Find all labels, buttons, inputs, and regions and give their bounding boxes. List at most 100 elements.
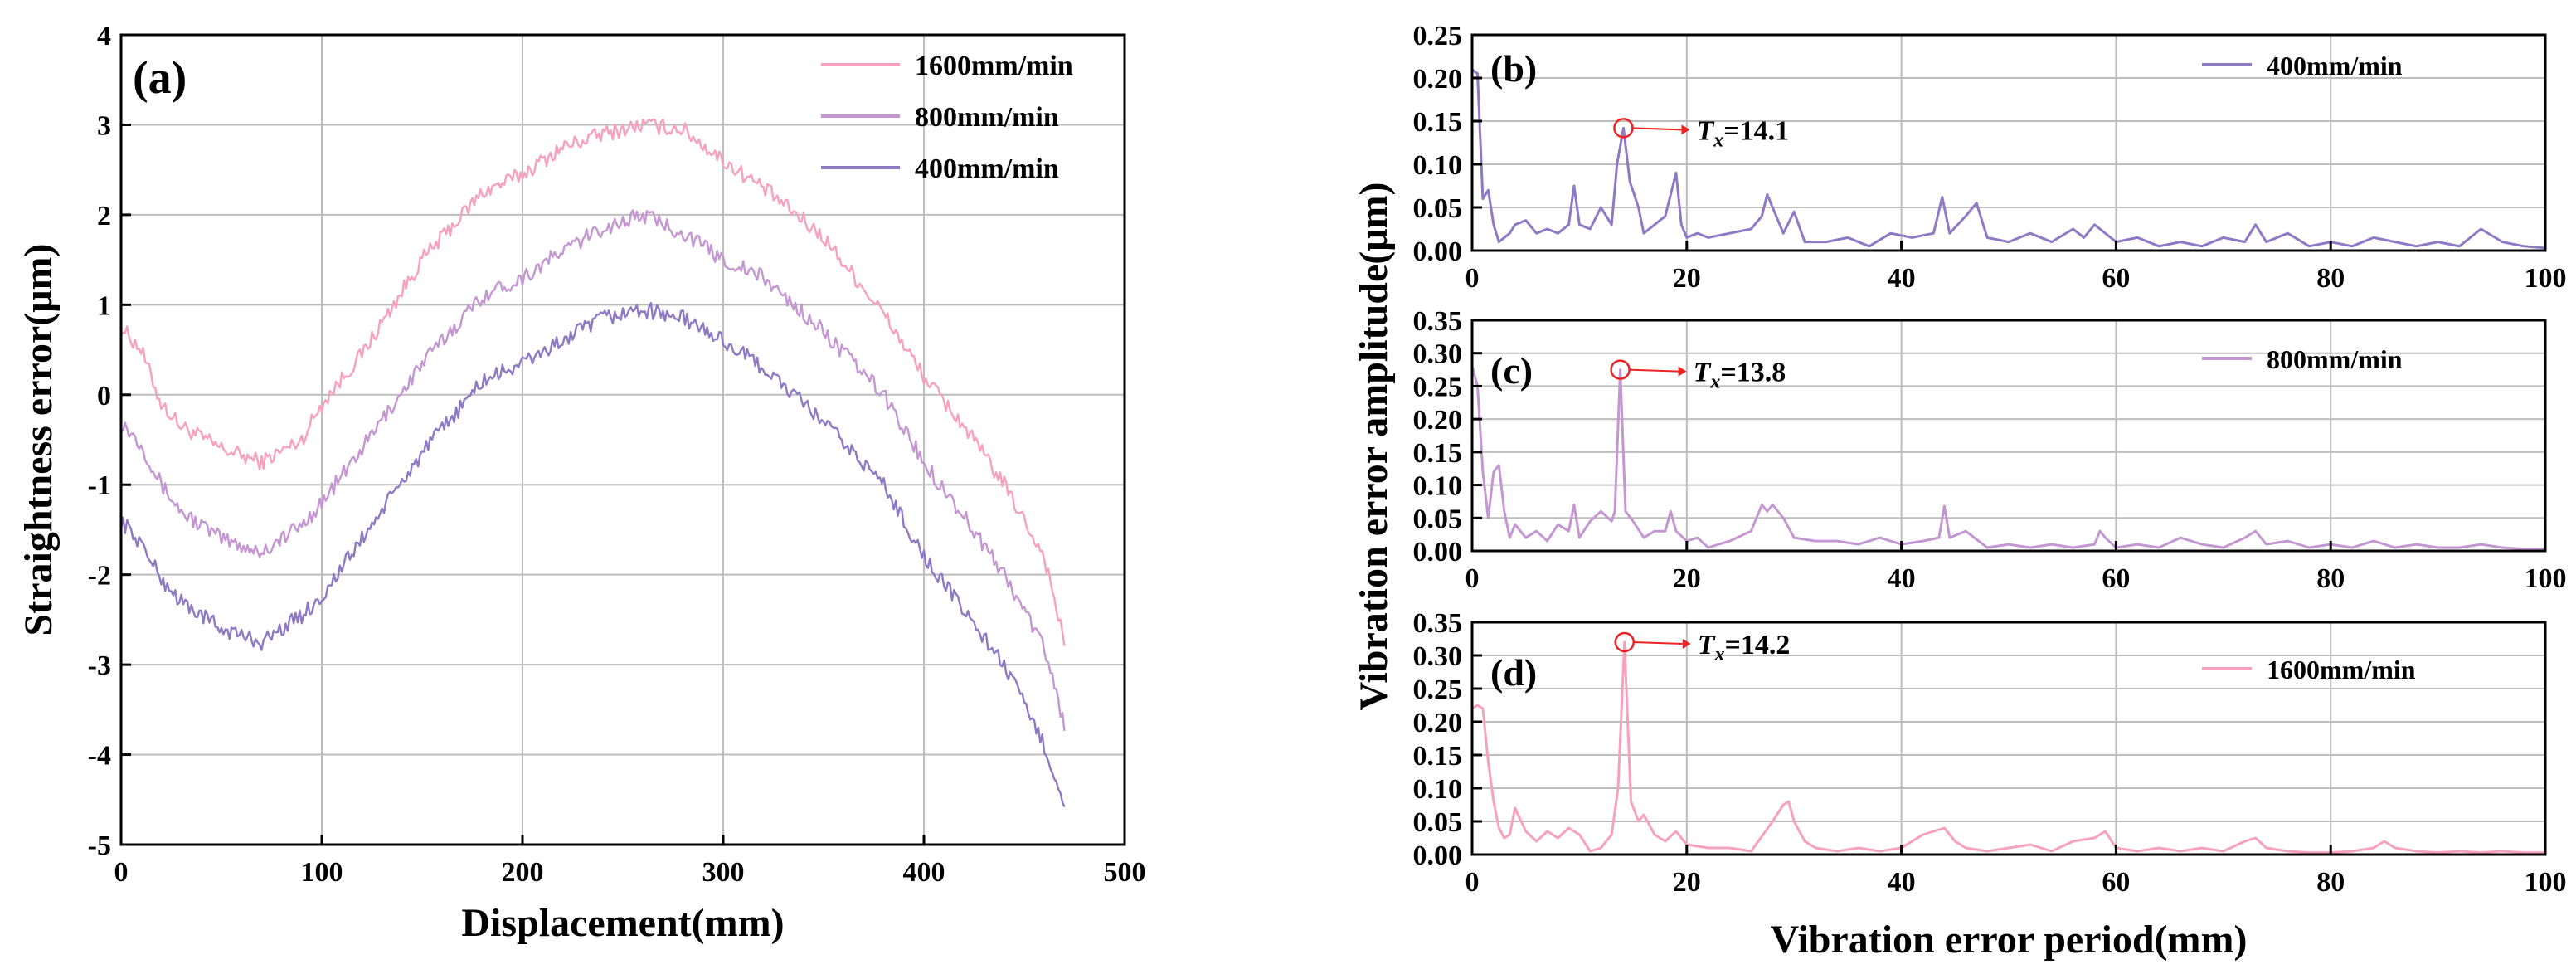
x-tick-label: 60 (2102, 563, 2130, 594)
peak-label: Tx=14.1 (1696, 115, 1789, 151)
x-tick-label: 100 (2525, 563, 2567, 594)
y-tick-label: 0.00 (1413, 537, 1463, 567)
x-tick-label: 500 (1104, 857, 1146, 888)
y-tick-label: 0.15 (1413, 741, 1463, 772)
gridlines (1472, 622, 2545, 855)
x-tick-label: 20 (1673, 867, 1701, 898)
peak-arrow (1633, 641, 1683, 645)
x-tick-label: 400 (903, 857, 945, 888)
y-tick-label: 0.20 (1413, 405, 1463, 436)
series-line-1600mm/min (121, 118, 1066, 646)
y-tick-label: 3 (97, 110, 111, 141)
y-tick-label: 0.15 (1413, 438, 1463, 469)
panel-c-spectrum-800: 0 20 40 60 80 100 0.000.050.100.150.200.250.30… (1413, 306, 2567, 594)
x-tick-label: 20 (1673, 563, 1701, 594)
legend-label: 1600mm/min (2267, 655, 2416, 684)
x-tick-label: 60 (2102, 867, 2130, 898)
legend-label: 400mm/min (915, 153, 1059, 184)
gridlines (121, 35, 1125, 845)
y-tick-label: 0.05 (1413, 193, 1463, 224)
y-tick-label: 0.25 (1413, 372, 1463, 402)
y-tick-label: 0.15 (1413, 107, 1463, 138)
x-axis-title: Displacement(mm) (461, 901, 784, 945)
x-tick-label: 20 (1673, 263, 1701, 294)
x-tick-label: 80 (2316, 867, 2345, 898)
shared-x-axis-title: Vibration error period(mm) (1771, 918, 2248, 962)
x-tick-label: 40 (1888, 563, 1916, 594)
plot-area (121, 35, 1125, 845)
y-tick-label: 0.30 (1413, 641, 1463, 672)
series-group (121, 118, 1066, 807)
peak-annotation: Tx=14.2 (1614, 630, 1791, 665)
axis-ticks: 0 100 200 300 400 500 -5 -4 -3 -2 -1 0 1 2 3 4 (88, 21, 1146, 888)
x-tick-label: 60 (2102, 263, 2130, 294)
plot-frame (119, 33, 1126, 846)
legend: 800mm/min (2202, 344, 2403, 374)
peak-arrowhead (1681, 124, 1690, 135)
y-tick-label: 0.10 (1413, 471, 1463, 502)
x-tick-label: 80 (2316, 263, 2345, 294)
y-tick-label: 0.05 (1413, 807, 1463, 838)
series-group (1472, 68, 2545, 250)
x-tick-label: 0 (1465, 867, 1480, 898)
legend-label: 1600mm/min (915, 51, 1073, 81)
legend-label: 800mm/min (915, 102, 1059, 133)
plot-frame (1470, 33, 2547, 252)
peak-label: Tx=13.8 (1694, 358, 1786, 393)
peak-arrowhead (1678, 366, 1687, 377)
y-tick-label: -5 (88, 830, 111, 861)
y-tick-label: 0.35 (1413, 306, 1463, 337)
y-tick-label: 4 (97, 21, 111, 51)
y-tick-label: 0.05 (1413, 504, 1463, 534)
panel-label: (d) (1490, 651, 1537, 694)
panel-label: (c) (1490, 349, 1533, 392)
plot-area (1472, 35, 2545, 251)
y-tick-label: 2 (97, 201, 111, 231)
x-tick-label: 80 (2316, 563, 2345, 594)
gridlines (1472, 320, 2545, 551)
peak-arrow (1632, 127, 1682, 131)
plot-frame (1470, 319, 2547, 553)
series-line-800mm/min (1472, 366, 2545, 551)
y-tick-label: 0.25 (1413, 21, 1463, 51)
y-tick-label: 0 (97, 381, 111, 412)
series-group (1472, 640, 2545, 855)
panel-b-spectrum-400: 0 20 40 60 80 100 0.00 0.05 0.10 0.15 0.20 0.25 (b)… (1413, 21, 2567, 294)
y-tick-label: 0.10 (1413, 774, 1463, 805)
y-tick-label: -3 (88, 650, 111, 681)
y-tick-label: -2 (88, 561, 111, 592)
plot-frame (1470, 621, 2547, 856)
axis-ticks: 0 20 40 60 80 100 0.000.050.100.150.200.250.30… (1413, 608, 2567, 898)
y-tick-label: 0.00 (1413, 840, 1463, 871)
x-tick-label: 300 (702, 857, 745, 888)
series-line-800mm/min (121, 209, 1066, 732)
y-axis-title: Straightness error(μm) (17, 244, 61, 636)
x-tick-label: 100 (2525, 867, 2567, 898)
peak-annotation: Tx=14.1 (1613, 115, 1789, 151)
panel-label: (a) (133, 52, 187, 104)
series-line-400mm/min (121, 302, 1066, 807)
gridlines (1472, 35, 2545, 251)
y-tick-label: 0.25 (1413, 675, 1463, 705)
y-tick-label: 0.20 (1413, 708, 1463, 738)
series-group (1472, 366, 2545, 551)
peak-label: Tx=14.2 (1698, 630, 1791, 665)
x-tick-label: 40 (1888, 263, 1916, 294)
plot-area (1472, 320, 2545, 551)
legend: 1600mm/min 800mm/min 400mm/min (821, 51, 1073, 184)
x-tick-label: 0 (1465, 263, 1480, 294)
legend-label: 800mm/min (2267, 344, 2403, 374)
x-tick-label: 40 (1888, 867, 1916, 898)
y-tick-label: 0.30 (1413, 339, 1463, 370)
series-line-400mm/min (1472, 68, 2545, 250)
legend-label: 400mm/min (2267, 51, 2403, 80)
legend: 1600mm/min (2202, 655, 2416, 684)
peak-arrow (1629, 368, 1679, 373)
y-tick-label: -1 (88, 470, 111, 501)
y-tick-label: 0.35 (1413, 608, 1463, 639)
x-tick-label: 0 (114, 857, 129, 888)
x-tick-label: 100 (301, 857, 343, 888)
y-tick-label: -4 (88, 741, 111, 772)
plot-area (1472, 622, 2545, 855)
